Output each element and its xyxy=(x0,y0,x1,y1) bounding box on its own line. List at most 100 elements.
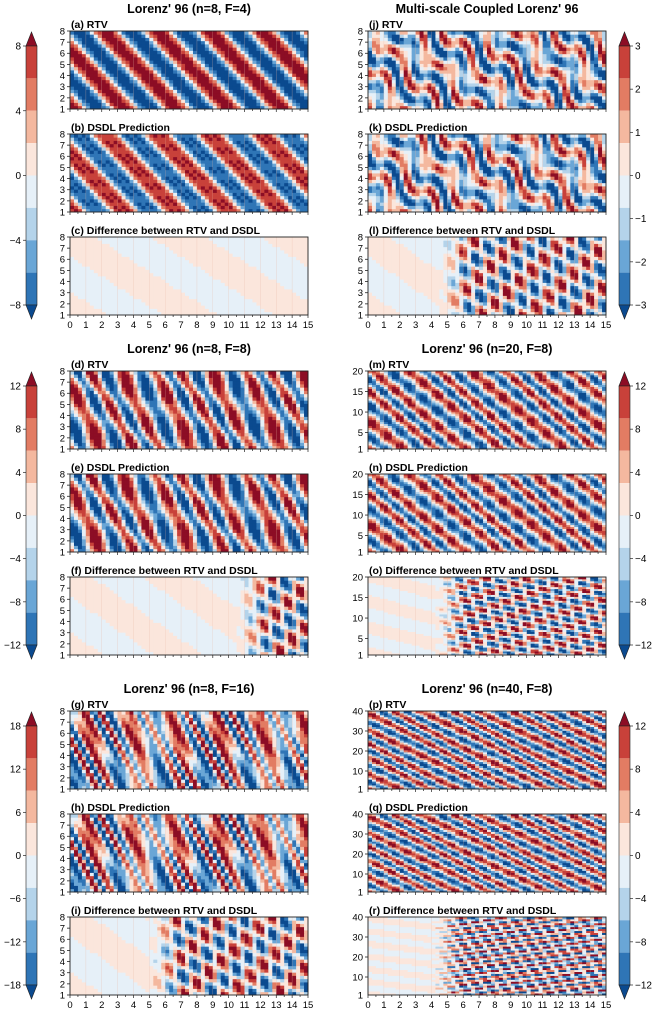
heatmap-cell xyxy=(137,73,142,77)
heatmap-cell xyxy=(463,50,468,55)
heatmap-cell xyxy=(204,156,210,161)
heatmap-cell xyxy=(494,102,500,107)
heatmap-cell xyxy=(598,89,603,94)
heatmap-cell xyxy=(411,99,416,103)
heatmap-cell xyxy=(494,83,500,87)
heatmap-cell xyxy=(240,83,245,87)
heatmap-cell xyxy=(570,208,575,213)
heatmap-cell xyxy=(232,166,237,171)
heatmap-cell xyxy=(73,60,79,64)
heatmap-cell xyxy=(113,205,118,210)
heatmap-cell xyxy=(479,63,484,68)
heatmap-cell xyxy=(121,99,126,103)
heatmap-cell xyxy=(236,176,241,180)
y-tick-label: 7 xyxy=(60,141,65,152)
heatmap-cell xyxy=(113,182,118,187)
heatmap-cell xyxy=(109,92,115,97)
heatmap-cell xyxy=(105,140,111,145)
heatmap-cell xyxy=(105,50,111,55)
heatmap-cell xyxy=(85,160,91,164)
heatmap-cell xyxy=(192,79,198,84)
heatmap-cell xyxy=(411,31,416,35)
heatmap-cell xyxy=(514,105,520,110)
heatmap-cell xyxy=(145,86,150,90)
heatmap-cell xyxy=(224,173,230,177)
heatmap-cell xyxy=(264,147,269,151)
heatmap-cell xyxy=(220,169,226,174)
heatmap-cell xyxy=(498,92,504,97)
heatmap-cell xyxy=(383,50,389,55)
heatmap-cell xyxy=(173,176,178,180)
heatmap-cell xyxy=(141,189,146,193)
heatmap-cell xyxy=(391,50,397,55)
heatmap-cell xyxy=(554,99,559,103)
heatmap-cell xyxy=(141,37,146,42)
heatmap-cell xyxy=(542,199,547,203)
heatmap-cell xyxy=(109,153,115,158)
heatmap-cell xyxy=(192,182,198,187)
heatmap-cell xyxy=(566,37,571,42)
heatmap-cell xyxy=(475,96,480,100)
heatmap-cell xyxy=(526,192,532,197)
heatmap-cell xyxy=(121,195,126,200)
heatmap-cell xyxy=(514,208,520,213)
heatmap-cell xyxy=(70,99,75,103)
heatmap-cell xyxy=(200,105,206,110)
heatmap-cell xyxy=(399,53,405,58)
heatmap-cell xyxy=(498,83,504,87)
heatmap-cell xyxy=(101,99,107,103)
heatmap-cell xyxy=(371,50,377,55)
heatmap-cell xyxy=(89,199,95,203)
heatmap-cell xyxy=(248,156,253,161)
heatmap-cell xyxy=(129,73,134,77)
heatmap-cell xyxy=(296,76,301,81)
heatmap-cell xyxy=(220,156,226,161)
heatmap-cell xyxy=(566,186,571,190)
heatmap-cell xyxy=(181,47,186,51)
heatmap-cell xyxy=(73,86,79,90)
heatmap-cell xyxy=(181,102,186,107)
heatmap-cell xyxy=(550,44,555,48)
heatmap-cell xyxy=(256,66,261,71)
heatmap-cell xyxy=(387,105,393,110)
heatmap-cell xyxy=(510,199,516,203)
heatmap-cell xyxy=(185,195,190,200)
heatmap-cell xyxy=(268,156,273,161)
heatmap-cell xyxy=(189,105,194,110)
heatmap-cell xyxy=(272,92,277,97)
heatmap-cell xyxy=(403,76,409,81)
heatmap-cell xyxy=(296,37,301,42)
heatmap-cell xyxy=(546,105,551,110)
heatmap-cell xyxy=(125,208,130,213)
heatmap-cell xyxy=(534,37,539,42)
heatmap-cell xyxy=(280,92,285,97)
heatmap-cell xyxy=(169,96,174,100)
heatmap-cell xyxy=(113,153,118,158)
heatmap-cell xyxy=(236,102,241,107)
heatmap-cell xyxy=(395,70,401,74)
heatmap-cell xyxy=(443,60,448,64)
heatmap-cell xyxy=(109,150,115,154)
heatmap-cell xyxy=(272,34,277,38)
heatmap-cell xyxy=(554,31,559,35)
heatmap-cell xyxy=(185,153,190,158)
heatmap-cell xyxy=(387,79,393,84)
heatmap-cell xyxy=(185,31,190,35)
heatmap-cell xyxy=(439,37,444,42)
heatmap-cell xyxy=(443,192,448,197)
heatmap-cell xyxy=(101,63,107,68)
heatmap-cell xyxy=(228,173,234,177)
heatmap-cell xyxy=(538,70,543,74)
heatmap-cell xyxy=(216,182,222,187)
heatmap-cell xyxy=(248,137,253,141)
heatmap-cell xyxy=(530,76,535,81)
heatmap-cell xyxy=(212,47,218,51)
heatmap-cell xyxy=(455,96,460,100)
heatmap-cell xyxy=(256,31,261,35)
heatmap-cell xyxy=(288,176,293,180)
heatmap-cell xyxy=(256,208,261,213)
heatmap-cell xyxy=(113,105,118,110)
heatmap-cell xyxy=(558,40,563,45)
heatmap-cell xyxy=(554,34,559,38)
heatmap-cell xyxy=(173,173,178,177)
